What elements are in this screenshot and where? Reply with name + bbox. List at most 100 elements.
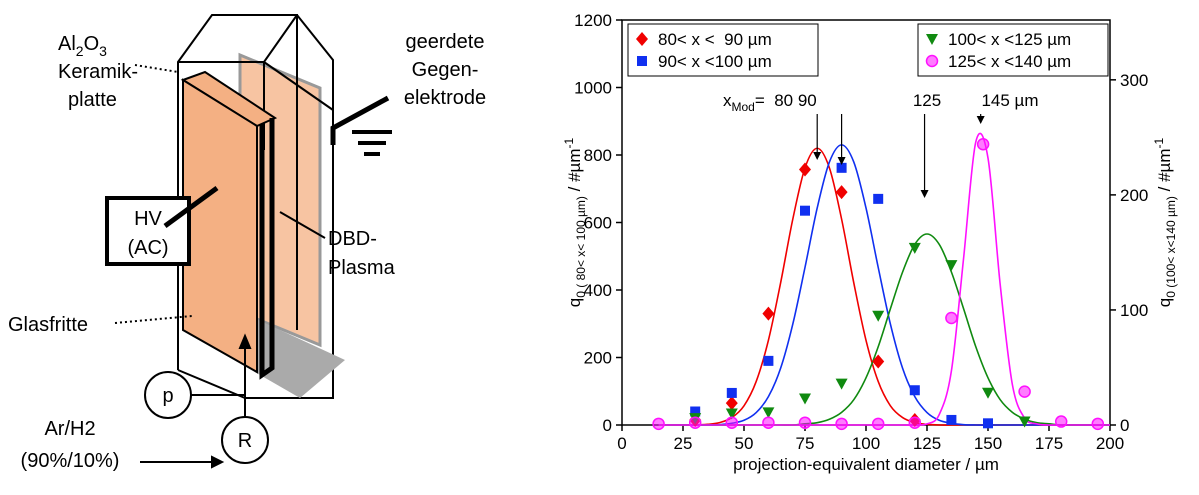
label-part: = 80 90	[755, 91, 817, 110]
marker	[945, 260, 958, 272]
leader	[279, 211, 326, 239]
arrowhead	[837, 157, 846, 165]
marker	[982, 387, 994, 399]
x-tick-label: 175	[1035, 434, 1063, 453]
marker	[762, 306, 775, 321]
annotation: xMod= 80 90	[723, 91, 817, 114]
label-part: q	[565, 298, 584, 307]
marker	[690, 406, 701, 417]
marker	[1018, 416, 1031, 428]
label: p	[162, 385, 173, 407]
label-part: -1	[1152, 137, 1166, 148]
arrowhead	[976, 116, 985, 124]
marker	[688, 416, 702, 429]
cell-frame	[177, 14, 298, 370]
arrowhead	[211, 455, 225, 469]
label-part: 0 ( 80< x< 100 µm)	[574, 196, 588, 298]
diagram-labels: Al2O3 Keramik- platte geerdete Gegen- el…	[8, 31, 486, 472]
annotation: 125	[913, 91, 941, 110]
marker	[763, 355, 774, 366]
marker	[762, 407, 775, 419]
marker	[799, 162, 811, 177]
label: (90%/10%)	[21, 450, 120, 472]
label-part: -1	[562, 137, 576, 148]
marker	[873, 193, 884, 204]
label: platte	[68, 89, 117, 111]
cell-frame	[177, 14, 334, 399]
hv-lead	[163, 185, 219, 229]
marker	[636, 32, 648, 46]
plot-frame	[621, 19, 1111, 426]
label-part: q	[1155, 298, 1174, 307]
material-label: Al2O3	[58, 33, 107, 59]
y-tick-label: 400	[584, 281, 612, 300]
label: elektrode	[404, 87, 486, 109]
x-tick-label: 0	[617, 434, 626, 453]
label: geerdete	[406, 31, 485, 53]
annotation: 145 µm	[981, 91, 1038, 110]
marker	[725, 396, 738, 411]
fit-curve	[658, 144, 1110, 426]
leader	[114, 315, 193, 324]
label-part: / #µm	[565, 148, 584, 196]
marker	[637, 56, 647, 66]
marker	[726, 387, 737, 398]
y2-tick-label: 300	[1120, 71, 1148, 90]
electrode-edge	[259, 118, 275, 380]
label: Glasfritte	[8, 314, 88, 336]
legend-label: 125< x <140 µm	[948, 52, 1071, 71]
label: DBD-	[328, 228, 377, 250]
label-part: Mod	[732, 100, 755, 114]
y-tick-label: 1200	[574, 11, 612, 30]
x-tick-label: 75	[796, 434, 815, 453]
marker	[872, 310, 885, 322]
arrowhead	[238, 333, 252, 349]
chart: 0 25 50 75 100 125 150 175 200020040060080010001…	[562, 11, 1178, 474]
marker	[926, 34, 938, 45]
marker	[800, 205, 810, 216]
y-tick-label: 200	[584, 349, 612, 368]
marker	[725, 408, 738, 420]
marker	[836, 162, 847, 173]
label-part: 0 (100< x<140 µm)	[1164, 196, 1178, 298]
x-tick-label: 25	[674, 434, 693, 453]
x-tick-label: 50	[735, 434, 754, 453]
marker	[762, 416, 775, 429]
x-tick-label: 150	[974, 434, 1002, 453]
legend-box	[627, 23, 819, 77]
label-part: / #µm	[1155, 148, 1174, 196]
marker	[945, 311, 958, 325]
label: Al	[58, 33, 76, 55]
label: Keramik-	[58, 61, 138, 83]
ground-lead	[330, 95, 390, 145]
marker	[872, 354, 885, 369]
fit-curve	[658, 132, 1110, 426]
y2-tick-label: 0	[1120, 416, 1129, 435]
marker	[871, 417, 885, 431]
y-axis-label: q0 ( 80< x< 100 µm) / #µm-1	[562, 137, 588, 307]
label: R	[238, 430, 252, 452]
marker	[946, 414, 957, 425]
marker	[835, 417, 848, 431]
fit-curve	[658, 147, 1110, 426]
diagram	[105, 14, 392, 469]
x-tick-label: 200	[1096, 434, 1124, 453]
label: Ar/H2	[44, 418, 95, 440]
cell-frame	[263, 61, 334, 111]
marker	[725, 416, 739, 429]
label: Plasma	[328, 257, 396, 279]
x-tick-label: 125	[913, 434, 941, 453]
marker	[835, 378, 848, 390]
hv-electrode	[182, 78, 258, 374]
marker	[798, 416, 812, 429]
hv-box	[105, 196, 191, 266]
label: O	[84, 33, 100, 55]
y-tick-label: 1000	[574, 79, 612, 98]
marker	[835, 185, 848, 200]
y2-tick-label: 100	[1120, 301, 1148, 320]
y2-tick-label: 200	[1120, 186, 1148, 205]
marker	[1054, 415, 1068, 428]
label: 3	[99, 43, 107, 59]
leader	[134, 64, 179, 73]
